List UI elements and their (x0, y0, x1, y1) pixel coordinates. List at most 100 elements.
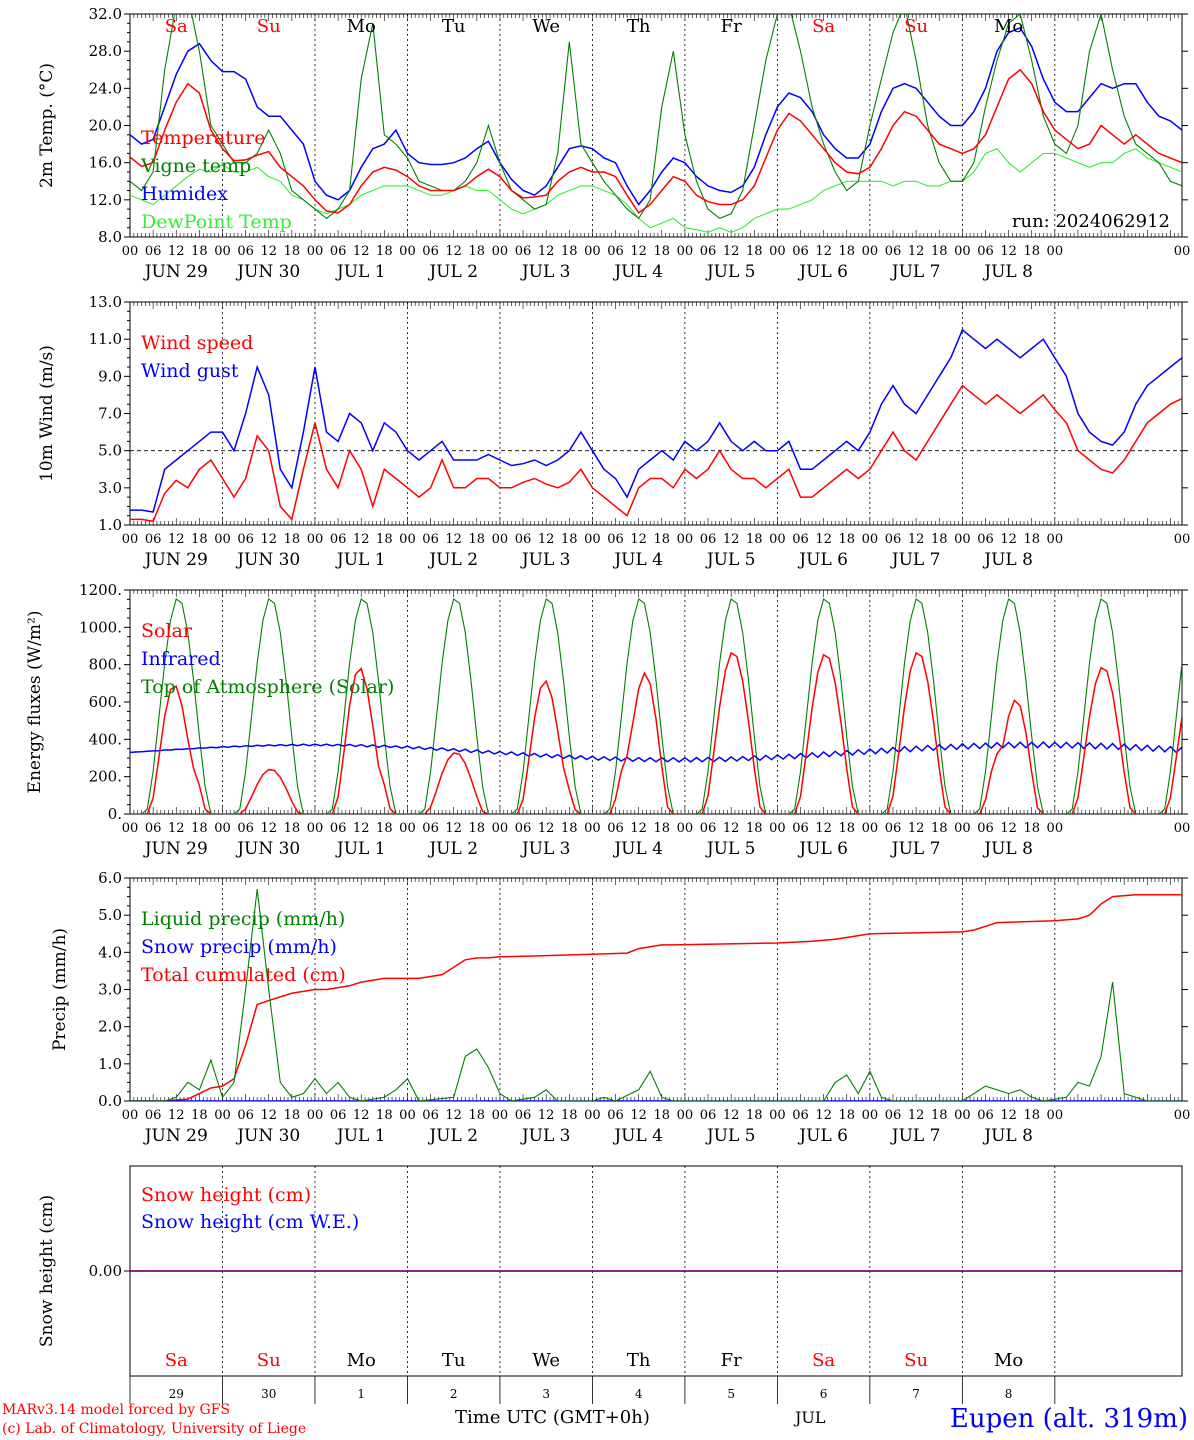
hour-label: 00 (954, 244, 971, 259)
hour-label: 06 (330, 532, 347, 547)
hour-label: 06 (792, 1108, 809, 1123)
hour-label: 18 (284, 821, 301, 836)
hour-label: 12 (908, 244, 925, 259)
hour-label: 00 (769, 821, 786, 836)
y-tick-label: 1200. (79, 581, 122, 599)
hour-label: 12 (815, 1108, 832, 1123)
hour-label: 00 (399, 1108, 416, 1123)
hour-label: 12 (723, 244, 740, 259)
series-line (130, 26, 1182, 206)
hour-label: 06 (792, 532, 809, 547)
hour-label: 12 (630, 1108, 647, 1123)
hour-label: 00 (954, 1108, 971, 1123)
legend-entry: Snow precip (mm/h) (141, 936, 337, 958)
legend-entry: Solar (141, 620, 193, 642)
date-label: JUL 7 (890, 550, 941, 570)
hour-label: 06 (330, 821, 347, 836)
panel-4: 00 06 12 18 00 06 12 18 00 06 12 18 00 06 12 18 00 06 12 18… (50, 869, 1190, 1146)
hour-label: 00 (492, 532, 509, 547)
hour-label: 12 (260, 532, 277, 547)
lab-credit: (c) Lab. of Climatology, University of L… (2, 1421, 306, 1437)
hour-label: 00 (214, 532, 231, 547)
hour-label: 18 (191, 1108, 208, 1123)
hour-label: 18 (838, 1108, 855, 1123)
hour-label: 00 (399, 821, 416, 836)
hour-label: 00 (1174, 532, 1191, 547)
plot-frame (129, 301, 1183, 526)
y-tick-label: 800. (89, 656, 122, 674)
y-tick-label: 20.0 (89, 117, 122, 135)
y-tick-label: 12.0 (89, 191, 122, 209)
y-axis-title: Precip (mm/h) (50, 928, 70, 1051)
hour-label: 12 (723, 1108, 740, 1123)
weekday-label: Sa (165, 1350, 188, 1371)
hour-label: 12 (260, 1108, 277, 1123)
series-line (130, 68, 1182, 214)
hour-label: 06 (607, 1108, 624, 1123)
hour-label: 18 (931, 532, 948, 547)
hour-label: 06 (237, 532, 254, 547)
date-label: JUN 29 (143, 839, 208, 859)
y-tick-label: 3.0 (98, 981, 122, 999)
date-label: JUN 30 (235, 839, 300, 859)
panel-2: 00 06 12 18 00 06 12 18 00 06 12 18 00 06 12 18 00 06 12 18… (37, 293, 1190, 570)
hour-label: 18 (931, 244, 948, 259)
hour-label: 12 (168, 532, 185, 547)
hour-label: 18 (376, 821, 393, 836)
hour-label: 12 (723, 821, 740, 836)
hour-label: 00 (769, 244, 786, 259)
hour-label: 06 (330, 244, 347, 259)
date-label: JUL 8 (982, 839, 1033, 859)
series-line (130, 889, 1182, 1101)
hour-label: 00 (769, 532, 786, 547)
y-tick-label: 7.0 (98, 405, 122, 423)
hour-label: 12 (168, 821, 185, 836)
weekday-label: Fr (721, 16, 742, 37)
weekday-label: Sa (165, 16, 188, 37)
date-label: JUN 29 (143, 550, 208, 570)
panel-3: 00 06 12 18 00 06 12 18 00 06 12 18 00 06 12 18 00 06 12 18… (25, 581, 1190, 859)
date-label: JUN 30 (235, 262, 300, 282)
hour-label: 18 (469, 1108, 486, 1123)
hour-label: 00 (214, 821, 231, 836)
weekday-label: We (532, 1350, 560, 1371)
hour-label: 12 (1000, 244, 1017, 259)
y-tick-label: 8.0 (98, 228, 122, 246)
y-tick-label: 6.0 (98, 869, 122, 887)
hour-label: 12 (1000, 821, 1017, 836)
legend-entry: Total cumulated (cm) (141, 964, 346, 986)
hour-label: 00 (492, 244, 509, 259)
time-axis-label: Time UTC (GMT+0h) (455, 1407, 650, 1428)
hour-label: 06 (977, 1108, 994, 1123)
hour-label: 06 (700, 1108, 717, 1123)
date-label: JUL 2 (427, 550, 478, 570)
hour-label: 00 (677, 1108, 694, 1123)
y-tick-label: 200. (89, 768, 122, 786)
hour-label: 06 (237, 244, 254, 259)
hour-label: 18 (1023, 244, 1040, 259)
hour-label: 18 (469, 244, 486, 259)
day-number: 6 (820, 1387, 828, 1401)
hour-label: 18 (469, 532, 486, 547)
hour-label: 18 (376, 244, 393, 259)
hour-label: 06 (237, 821, 254, 836)
hour-label: 12 (538, 821, 555, 836)
hour-label: 00 (214, 1108, 231, 1123)
hour-label: 18 (746, 1108, 763, 1123)
hour-label: 00 (214, 244, 231, 259)
legend-entry: Snow height (cm W.E.) (141, 1211, 359, 1233)
hour-label: 12 (908, 821, 925, 836)
hour-label: 12 (260, 821, 277, 836)
date-label: JUN 29 (143, 1126, 208, 1146)
hour-label: 12 (353, 1108, 370, 1123)
legend-entry: Vigne temp (140, 155, 251, 177)
hour-label: 06 (515, 1108, 532, 1123)
hour-label: 00 (122, 821, 139, 836)
hour-label: 12 (630, 244, 647, 259)
y-tick-label: 9.0 (98, 367, 122, 385)
weekday-label: Mo (994, 1350, 1023, 1371)
date-label: JUL 6 (797, 839, 848, 859)
hour-label: 00 (584, 1108, 601, 1123)
hour-label: 18 (654, 821, 671, 836)
weekday-label: Su (904, 16, 928, 37)
